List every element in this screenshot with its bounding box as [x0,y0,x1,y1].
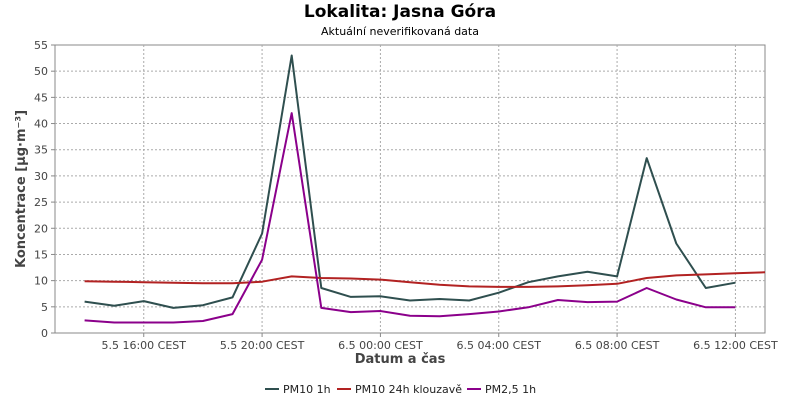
y-tick-label: 55 [34,39,48,52]
chart-subtitle: Aktuální neverifikovaná data [321,25,479,38]
y-tick-label: 5 [41,301,48,314]
y-tick-label: 50 [34,65,48,78]
x-axis-title: Datum a čas [355,352,446,367]
y-tick-label: 10 [34,275,48,288]
legend-label: PM2,5 1h [485,383,536,396]
series-line-1 [84,54,736,309]
x-tick-label: 5.5 16:00 CEST [101,339,186,352]
x-axis: 5.5 16:00 CEST 5.5 20:00 CEST 6.5 00:00 CE… [101,333,778,352]
y-tick-label: 45 [34,91,48,104]
x-tick-label: 6.5 04:00 CEST [456,339,541,352]
series-line-2 [84,271,766,288]
y-tick-label: 15 [34,248,48,261]
y-tick-label: 20 [34,222,48,235]
x-tick-label: 6.5 00:00 CEST [338,339,423,352]
series-group [84,54,766,324]
plot-area [54,44,766,334]
legend-label: PM10 1h [283,383,331,396]
y-tick-label: 30 [34,170,48,183]
grid [55,45,765,333]
chart-title: Lokalita: Jasna Góra [304,2,496,22]
legend-label: PM10 24h klouzavě [355,383,462,396]
y-tick-label: 35 [34,144,48,157]
x-tick-label: 5.5 20:00 CEST [220,339,305,352]
series-line-3 [84,112,736,324]
x-tick-label: 6.5 12:00 CEST [693,339,778,352]
y-axis-title: Koncentrace [µg·m⁻³] [14,110,29,268]
y-tick-label: 0 [41,327,48,340]
y-axis: 0 5 10 15 20 25 30 35 40 45 50 55 [34,39,55,340]
y-tick-label: 40 [34,118,48,131]
legend: PM10 1h PM10 24h klouzavě PM2,5 1h [265,383,536,396]
y-tick-label: 25 [34,196,48,209]
x-tick-label: 6.5 08:00 CEST [575,339,660,352]
